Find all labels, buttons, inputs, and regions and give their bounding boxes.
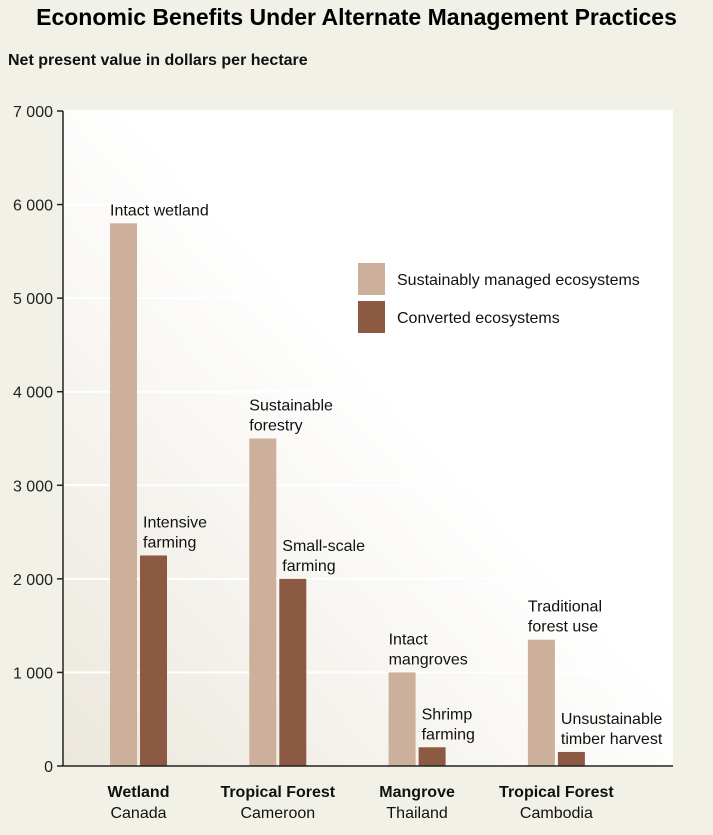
- y-tick-label: 5 000: [13, 291, 53, 308]
- x-category-sublabel: Cameroon: [240, 805, 315, 822]
- bar-annotation: Intact wetland: [110, 202, 209, 219]
- bar-converted: [418, 747, 446, 766]
- bar-annotation: farming: [422, 726, 475, 743]
- y-tick-label: 7 000: [13, 104, 53, 121]
- bar-annotation: Intensive: [143, 514, 207, 531]
- bar-annotation: forestry: [249, 418, 302, 435]
- y-tick-label: 2 000: [13, 572, 53, 589]
- bar-annotation: Traditional: [528, 599, 602, 616]
- bar-annotation: forest use: [528, 619, 598, 636]
- chart-title: Economic Benefits Under Alternate Manage…: [36, 4, 677, 30]
- x-category-sublabel: Thailand: [386, 805, 447, 822]
- legend-label: Converted ecosystems: [397, 310, 560, 327]
- bar-converted: [557, 751, 585, 766]
- bar-annotation: Shrimp: [422, 706, 473, 723]
- bar-annotation: Small-scale: [282, 538, 365, 555]
- bar-converted: [140, 555, 167, 766]
- x-category-label: Mangrove: [379, 784, 455, 801]
- bar-annotation: Intact: [389, 631, 429, 648]
- y-tick-label: 0: [44, 759, 53, 776]
- x-category-sublabel: Cambodia: [520, 805, 593, 822]
- y-tick-label: 4 000: [13, 385, 53, 402]
- bar-sustainable: [110, 223, 137, 767]
- y-tick-label: 1 000: [13, 665, 53, 682]
- bar-annotation: Sustainable: [249, 398, 333, 415]
- y-axis-label: Net present value in dollars per hectare: [8, 52, 308, 69]
- bar-sustainable: [249, 438, 277, 766]
- bar-annotation: Unsustainable: [561, 711, 663, 728]
- bar-annotation: farming: [282, 558, 335, 575]
- y-tick-label: 6 000: [13, 198, 53, 215]
- bar-sustainable: [527, 639, 555, 766]
- x-category-label: Tropical Forest: [499, 784, 614, 801]
- bar-annotation: farming: [143, 534, 196, 551]
- x-category-label: Tropical Forest: [220, 784, 335, 801]
- legend-label: Sustainably managed ecosystems: [397, 272, 640, 289]
- x-category-label: Wetland: [108, 784, 170, 801]
- bar-converted: [279, 578, 307, 766]
- legend-swatch: [358, 263, 385, 295]
- legend-swatch: [358, 301, 385, 333]
- bar-annotation: timber harvest: [561, 731, 663, 748]
- bar-annotation: mangroves: [389, 651, 468, 668]
- x-category-sublabel: Canada: [110, 805, 166, 822]
- y-tick-label: 3 000: [13, 478, 53, 495]
- bar-sustainable: [388, 672, 416, 766]
